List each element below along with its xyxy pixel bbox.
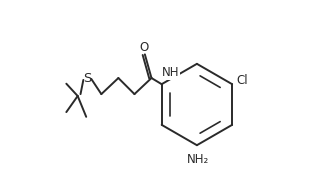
Text: O: O: [139, 41, 148, 54]
Text: NH: NH: [162, 66, 179, 79]
Text: Cl: Cl: [237, 74, 249, 87]
Text: S: S: [83, 72, 91, 85]
Text: NH₂: NH₂: [187, 153, 209, 166]
